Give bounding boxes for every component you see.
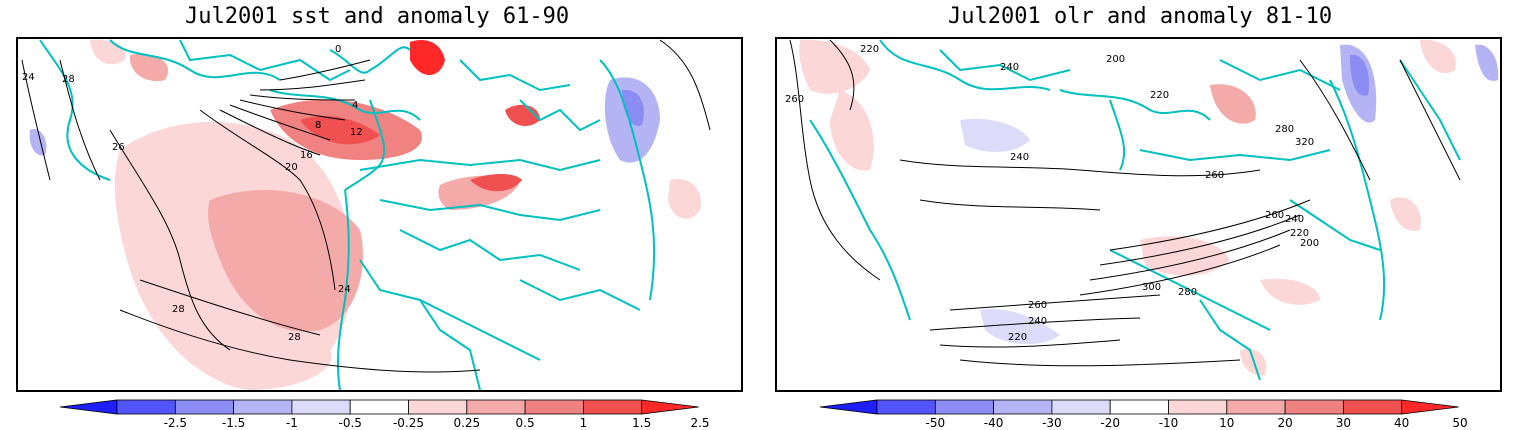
colorbar-tick-label: 40 xyxy=(1394,416,1409,430)
colorbar-segment xyxy=(291,399,351,415)
colorbar-segment xyxy=(1051,399,1111,415)
svg-text:220: 220 xyxy=(1008,332,1027,343)
colorbar-extend-high xyxy=(641,399,699,415)
svg-text:200: 200 xyxy=(1300,238,1319,249)
colorbar-tick-label: 30 xyxy=(1336,416,1351,430)
left-contour-labels: 24 28 26 20 16 12 8 4 0 24 28 28 xyxy=(22,44,363,343)
svg-text:260: 260 xyxy=(1205,170,1224,181)
right-contour-labels: 220 240 260 200 220 240 260 280 320 260 … xyxy=(785,44,1319,343)
left-map-frame xyxy=(16,37,743,392)
colorbar-segment xyxy=(524,399,584,415)
colorbar-tick-label: -20 xyxy=(1100,416,1120,430)
colorbar-tick-label: -40 xyxy=(984,416,1004,430)
colorbar-segment xyxy=(583,399,643,415)
colorbar-segment xyxy=(1343,399,1403,415)
svg-text:0: 0 xyxy=(335,44,341,55)
svg-text:220: 220 xyxy=(1150,90,1169,101)
colorbar-tick-label: -2.5 xyxy=(164,416,187,430)
svg-text:200: 200 xyxy=(1106,54,1125,65)
svg-text:24: 24 xyxy=(338,284,351,295)
colorbar-segment xyxy=(174,399,235,415)
colorbar-extend-high xyxy=(1401,399,1459,415)
svg-text:260: 260 xyxy=(1265,210,1284,221)
right-anomaly-shading xyxy=(799,39,1499,376)
colorbar-tick-label: -1.5 xyxy=(222,416,245,430)
colorbar-tick-label: -1 xyxy=(286,416,298,430)
left-contours xyxy=(21,39,711,373)
svg-text:220: 220 xyxy=(1290,228,1309,239)
left-coastlines xyxy=(39,39,656,391)
colorbar-tick-label: 0.5 xyxy=(516,416,535,430)
svg-text:8: 8 xyxy=(315,120,321,131)
colorbar-segment xyxy=(408,399,468,415)
colorbar-segment xyxy=(233,399,293,415)
svg-text:20: 20 xyxy=(285,162,298,173)
svg-text:320: 320 xyxy=(1295,137,1314,148)
svg-text:220: 220 xyxy=(860,44,879,55)
colorbar-segment xyxy=(1284,399,1344,415)
right-colorbar: -50 -40 -30 -20 -10 10 20 30 40 50 xyxy=(819,399,1468,430)
svg-text:24: 24 xyxy=(22,72,35,83)
svg-text:4: 4 xyxy=(352,100,358,111)
svg-text:280: 280 xyxy=(1178,287,1197,298)
svg-text:16: 16 xyxy=(300,150,313,161)
colorbar-extend-low xyxy=(819,399,878,415)
right-map: 220 240 260 200 220 240 260 280 320 260 … xyxy=(785,39,1499,381)
svg-text:12: 12 xyxy=(350,127,363,138)
colorbar-tick-label: 2.5 xyxy=(690,416,709,430)
right-panel-title: Jul2001 olr and anomaly 81-10 xyxy=(948,4,1333,29)
colorbar-segment xyxy=(934,399,994,415)
colorbar-tick-label: 50 xyxy=(1452,416,1467,430)
svg-text:240: 240 xyxy=(1000,62,1019,73)
svg-text:28: 28 xyxy=(288,332,301,343)
svg-text:300: 300 xyxy=(1142,282,1161,293)
svg-text:260: 260 xyxy=(1028,300,1047,311)
colorbar-tick-label: 20 xyxy=(1277,416,1292,430)
left-panel-title: Jul2001 sst and anomaly 61-90 xyxy=(185,4,570,29)
svg-text:240: 240 xyxy=(1028,316,1047,327)
colorbar-segment xyxy=(1226,399,1286,415)
right-map-frame xyxy=(775,37,1502,392)
svg-text:260: 260 xyxy=(785,94,804,105)
colorbar-tick-label: 0.25 xyxy=(453,416,480,430)
svg-text:26: 26 xyxy=(112,142,125,153)
svg-text:280: 280 xyxy=(1275,124,1294,135)
colorbar-segment xyxy=(466,399,526,415)
right-coastlines xyxy=(809,39,1461,381)
svg-text:28: 28 xyxy=(62,74,75,85)
colorbar-segment xyxy=(1168,399,1228,415)
colorbar-tick-label: -0.25 xyxy=(393,416,424,430)
colorbar-tick-label: -30 xyxy=(1042,416,1062,430)
colorbar-tick-label: 10 xyxy=(1219,416,1234,430)
svg-text:28: 28 xyxy=(172,304,185,315)
colorbar-tick-label: 1 xyxy=(580,416,588,430)
colorbar-extend-low xyxy=(59,399,118,415)
colorbar-segment xyxy=(349,399,409,415)
colorbar-tick-label: -10 xyxy=(1159,416,1179,430)
colorbar-tick-label: -50 xyxy=(925,416,945,430)
colorbar-segment xyxy=(876,399,936,415)
colorbar-segment xyxy=(116,399,176,415)
svg-text:240: 240 xyxy=(1010,152,1029,163)
svg-text:240: 240 xyxy=(1285,214,1304,225)
colorbar-tick-label: 1.5 xyxy=(632,416,651,430)
colorbar-tick-label: -0.5 xyxy=(338,416,361,430)
right-contours xyxy=(789,39,1461,367)
colorbar-segment xyxy=(1109,399,1169,415)
left-map: 24 28 26 20 16 12 8 4 0 24 28 28 xyxy=(17,39,742,391)
colorbar-segment xyxy=(993,399,1053,415)
left-colorbar: -2.5 -1.5 -1 -0.5 -0.25 0.25 0.5 1 1.5 2.5 xyxy=(59,399,710,430)
